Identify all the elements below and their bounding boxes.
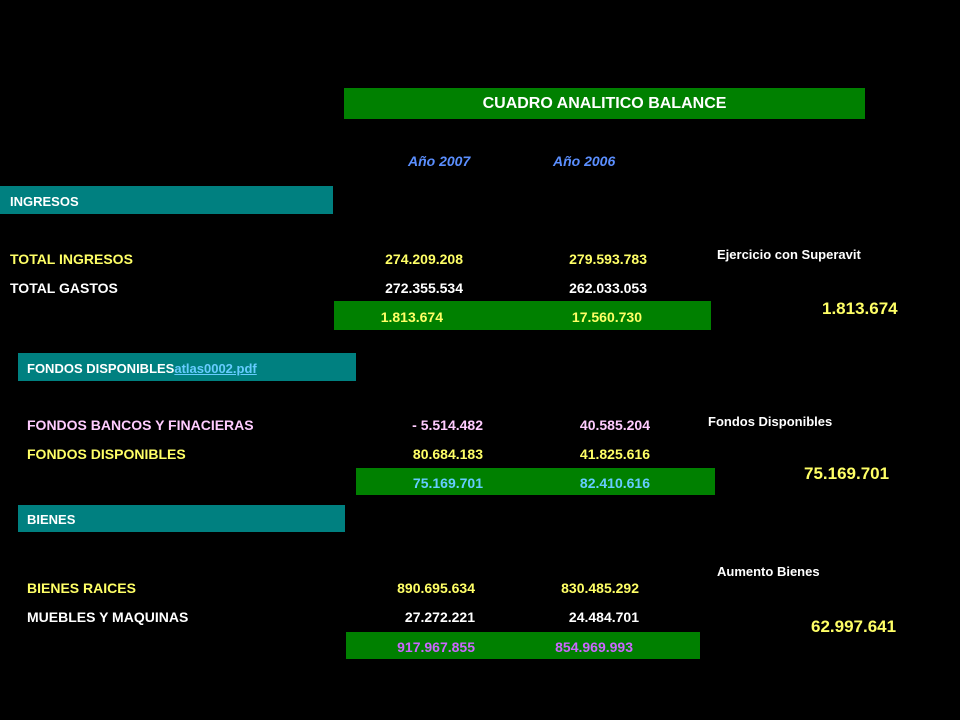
muebles-label: MUEBLES Y MAQUINAS xyxy=(27,609,189,625)
fondos-header: FONDOS DISPONIBLESatlas0002.pdf xyxy=(27,361,257,376)
column-header-2006: Año 2006 xyxy=(553,153,616,169)
ingresos-total-2007: 1.813.674 xyxy=(380,309,443,325)
ingresos-row-value-2006: 279.593.783 xyxy=(569,251,647,267)
fondos-bancos-value-2007: - 5.514.482 xyxy=(412,417,483,433)
gastos-row-label: TOTAL GASTOS xyxy=(10,280,118,296)
bienes-header-bar xyxy=(18,505,345,532)
fondos-header-label: FONDOS DISPONIBLES xyxy=(27,361,175,376)
ingresos-total-bar xyxy=(334,301,711,330)
ingresos-row-value-2007: 274.209.208 xyxy=(385,251,463,267)
gastos-row-value-2007: 272.355.534 xyxy=(385,280,463,296)
bienes-raices-value-2006: 830.485.292 xyxy=(561,580,639,596)
fondos-disponibles-value-2006: 41.825.616 xyxy=(579,446,650,462)
bienes-header: BIENES xyxy=(27,512,76,527)
title-bar xyxy=(344,88,865,119)
muebles-value-2007: 27.272.221 xyxy=(404,609,475,625)
column-header-2007: Año 2007 xyxy=(408,153,471,169)
fondos-side-label: Fondos Disponibles xyxy=(708,414,833,429)
ingresos-total-2006: 17.560.730 xyxy=(571,309,642,325)
gastos-row-value-2006: 262.033.053 xyxy=(569,280,647,296)
bienes-side-value: 62.997.641 xyxy=(811,617,897,636)
muebles-value-2006: 24.484.701 xyxy=(568,609,639,625)
fondos-total-2007: 75.169.701 xyxy=(412,475,483,491)
fondos-total-bar xyxy=(356,468,715,495)
fondos-bancos-value-2006: 40.585.204 xyxy=(579,417,650,433)
bienes-total-2006: 854.969.993 xyxy=(555,639,633,655)
fondos-side-value: 75.169.701 xyxy=(804,464,890,483)
bienes-total-bar xyxy=(346,632,700,659)
fondos-disponibles-label: FONDOS DISPONIBLES xyxy=(27,446,186,462)
ingresos-row-label: TOTAL INGRESOS xyxy=(10,251,133,267)
fondos-disponibles-value-2007: 80.684.183 xyxy=(412,446,483,462)
page-title: CUADRO ANALITICO BALANCE xyxy=(482,95,727,112)
ingresos-header: INGRESOS xyxy=(10,194,79,209)
bienes-raices-label: BIENES RAICES xyxy=(27,580,136,596)
bienes-raices-value-2007: 890.695.634 xyxy=(397,580,475,596)
bienes-total-2007: 917.967.855 xyxy=(397,639,475,655)
fondos-bancos-label: FONDOS BANCOS Y FINACIERAS xyxy=(27,417,254,433)
superavit-value: 1.813.674 xyxy=(822,299,898,318)
superavit-label: Ejercicio con Superavit xyxy=(717,247,861,262)
fondos-header-bar xyxy=(18,353,356,381)
ingresos-header-bar xyxy=(0,186,333,214)
atlas-pdf-link[interactable]: atlas0002.pdf xyxy=(174,361,257,376)
fondos-total-2006: 82.410.616 xyxy=(579,475,650,491)
bienes-side-label: Aumento Bienes xyxy=(717,564,820,579)
